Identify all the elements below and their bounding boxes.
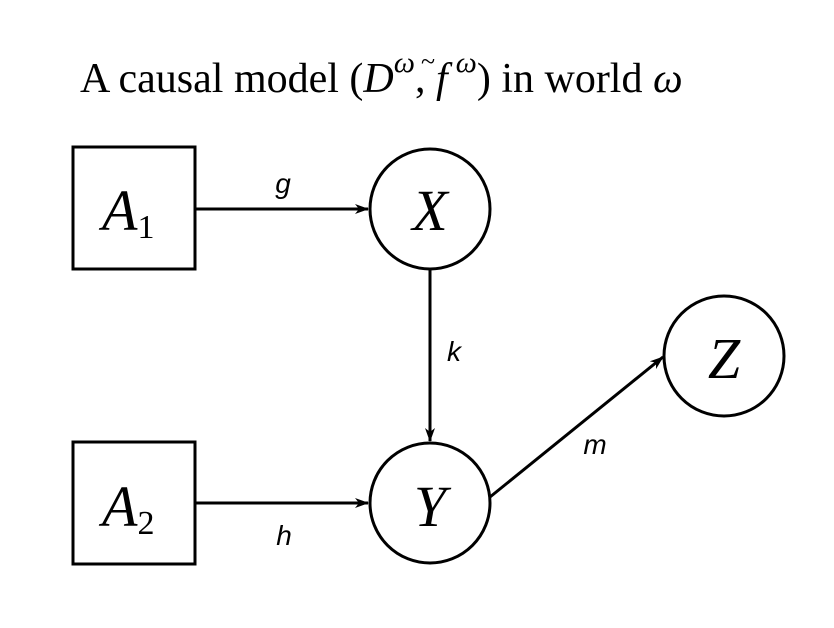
- edge-h-label: h: [276, 520, 292, 551]
- diagram-title: A causal model (Dω, f ω) in world ω: [80, 46, 683, 102]
- node-x: X: [368, 147, 492, 271]
- node-a1-label: A1: [98, 178, 154, 246]
- edge-k-label: k: [447, 336, 463, 367]
- edge-m-label: m: [583, 429, 606, 460]
- edge-g-label: g: [275, 168, 291, 199]
- node-a2: A2: [71, 440, 197, 566]
- node-y-label: Y: [414, 474, 452, 539]
- node-a1: A1: [71, 145, 197, 271]
- title-close: ): [477, 56, 491, 102]
- node-z-label: Z: [708, 326, 741, 391]
- node-a2-label: A2: [98, 474, 154, 542]
- node-z-circle: [662, 294, 786, 418]
- title-d-sup: ω: [394, 46, 415, 79]
- title-world: ω: [653, 56, 683, 102]
- title-comma: ,: [415, 56, 436, 102]
- title-d: D: [362, 56, 393, 102]
- title-f-tilde: ~: [421, 47, 435, 76]
- node-x-label: X: [410, 178, 450, 243]
- edge-m-arrow: [489, 355, 664, 499]
- title-prefix: A causal model (: [80, 56, 363, 102]
- title-f-sup: ω: [456, 46, 477, 79]
- node-z: Z: [662, 294, 786, 418]
- node-y: Y: [368, 441, 492, 565]
- node-y-circle: [368, 441, 492, 565]
- title-middle: in world: [491, 56, 653, 102]
- title-f: f: [436, 56, 453, 102]
